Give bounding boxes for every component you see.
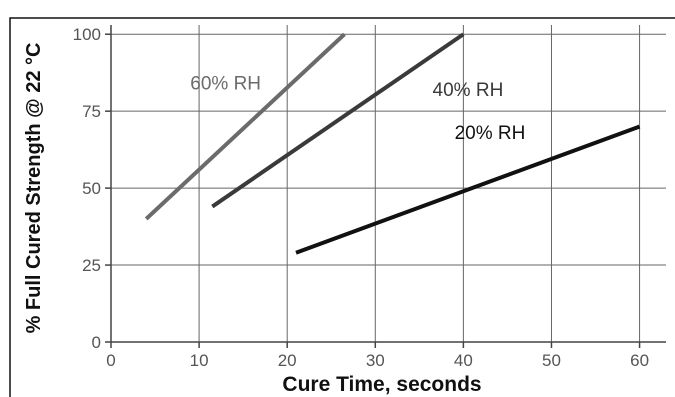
- y-tick-label: 0: [92, 333, 101, 352]
- series-label: 40% RH: [433, 80, 504, 101]
- x-tick-label: 10: [190, 351, 209, 370]
- series-line: [295, 124, 641, 255]
- y-tick-label: 100: [73, 25, 101, 44]
- x-tick-labels: 0 10 20 30 40 50 60: [106, 351, 649, 370]
- chart-frame: [9, 17, 675, 397]
- x-axis-label: Cure Time, seconds: [282, 373, 481, 396]
- y-tick-label: 25: [82, 256, 101, 275]
- series-label: 20% RH: [455, 123, 526, 144]
- y-tick-label: 75: [82, 102, 101, 121]
- y-tick-label: 50: [82, 179, 101, 198]
- series-line: [211, 32, 465, 209]
- x-tick-label: 40: [454, 351, 473, 370]
- grid: [111, 25, 666, 342]
- x-tick-label: 0: [106, 351, 115, 370]
- series-lines: [144, 32, 641, 255]
- y-tick-labels: 0 25 50 75 100: [73, 25, 101, 352]
- x-tick-label: 30: [366, 351, 385, 370]
- x-tick-label: 20: [278, 351, 297, 370]
- series-line: [144, 32, 346, 221]
- x-tick-label: 60: [630, 351, 649, 370]
- series-label: 60% RH: [190, 74, 261, 95]
- y-axis-label: % Full Cured Strength @ 22 °C: [23, 43, 45, 334]
- series-labels: 60% RH 40% RH 20% RH: [190, 74, 525, 144]
- x-tick-label: 50: [542, 351, 561, 370]
- axes: [105, 25, 666, 348]
